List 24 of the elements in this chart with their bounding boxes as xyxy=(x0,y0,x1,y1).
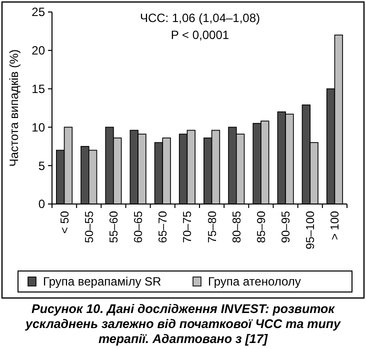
x-tick-label: 90–95 xyxy=(280,211,293,243)
y-axis-title: Частота випадків (%) xyxy=(7,49,22,167)
y-tick-label: 15 xyxy=(32,82,46,96)
x-tick-label: 65–70 xyxy=(158,211,170,243)
text: Рисунок 10. Дані дослідження INVEST: розвиток ускладнень залежно від початкової ЧСС та типу терапії. Адаптовано з [17] xyxy=(24,302,342,347)
x-tick-label: 50–55 xyxy=(84,211,96,243)
x-tick-label: 95–100 xyxy=(305,211,318,250)
x-tick-label: 70–75 xyxy=(182,211,194,243)
annotation: ЧСС: 1,06 (1,04–1,08) xyxy=(140,11,260,25)
x-tick-label: 85–90 xyxy=(256,211,268,243)
x-tick-label: > 100 xyxy=(330,211,342,240)
annotation: P < 0,0001 xyxy=(170,28,230,42)
x-tick-label: 55–60 xyxy=(108,211,120,243)
y-tick-label: 5 xyxy=(38,158,46,173)
x-tick-label: 75–80 xyxy=(206,211,219,243)
y-tick-label: 25 xyxy=(32,5,46,20)
x-tick-label: 60–65 xyxy=(133,211,146,243)
legend-label: Група атенололу xyxy=(208,274,301,289)
y-tick-label: 0 xyxy=(38,197,46,212)
y-tick-label: 10 xyxy=(32,120,46,134)
legend-label: Група верапамілу SR xyxy=(43,274,162,289)
y-tick-label: 20 xyxy=(32,44,46,58)
x-tick-label: < 50 xyxy=(59,211,72,234)
x-tick-label: 80–85 xyxy=(231,211,244,243)
